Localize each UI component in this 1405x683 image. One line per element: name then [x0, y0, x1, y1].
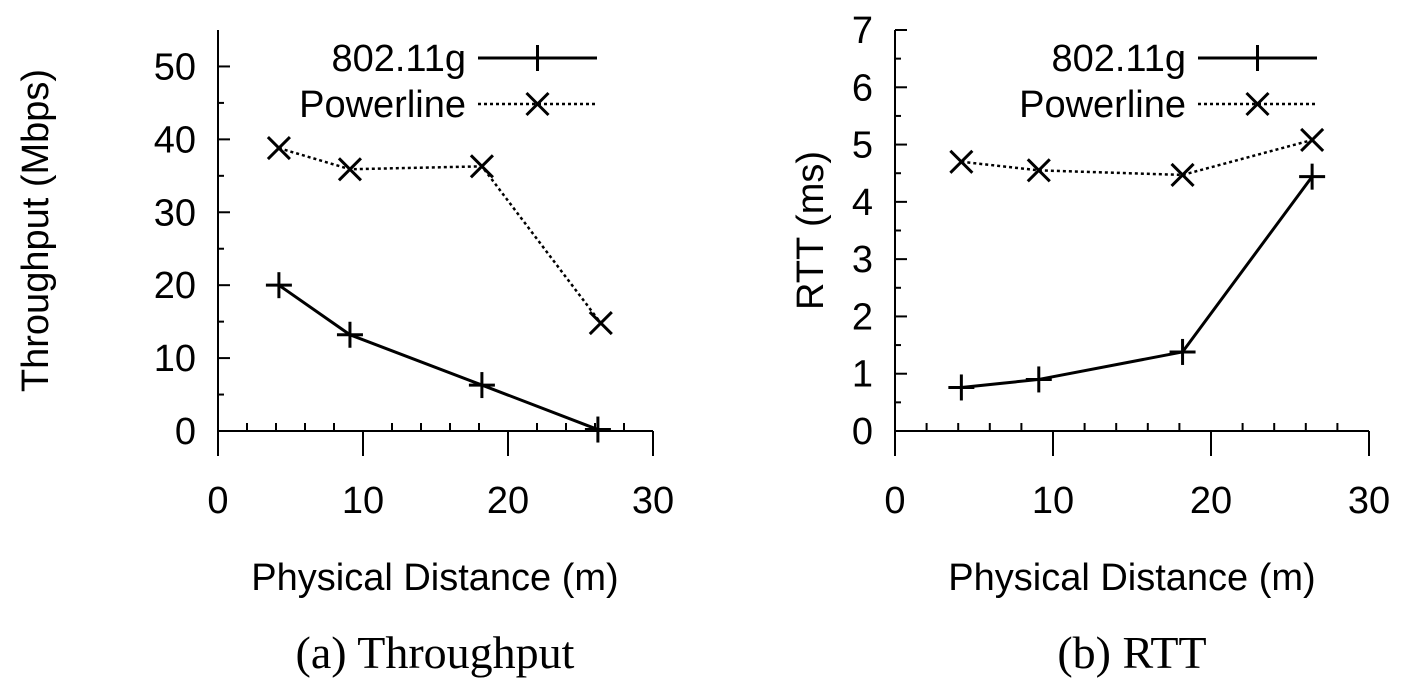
y-tick-label: 1	[852, 354, 873, 396]
y-tick-label: 0	[852, 411, 873, 453]
x-tick-label: 30	[632, 480, 674, 522]
x-axis-label: Physical Distance (m)	[251, 557, 618, 599]
y-tick-label: 2	[852, 296, 873, 338]
y-tick-label: 50	[154, 46, 196, 88]
series-powerline	[949, 127, 1325, 187]
x-tick-label: 20	[1190, 480, 1232, 522]
x-axis-label: Physical Distance (m)	[948, 557, 1315, 599]
y-tick-label: 3	[852, 239, 873, 281]
x-tick-label: 30	[1348, 480, 1390, 522]
legend-marker-d2	[525, 91, 550, 117]
data-point-d2	[266, 136, 291, 161]
y-tick-label: 30	[154, 192, 196, 234]
y-tick-label: 4	[852, 182, 873, 224]
y-tick-label: 6	[852, 67, 873, 109]
data-point-d2	[1026, 158, 1051, 183]
data-point-d2	[588, 311, 613, 336]
data-point-d2	[1170, 162, 1195, 187]
data-point-d2	[1300, 127, 1325, 153]
x-tick-label: 0	[884, 480, 905, 522]
legend-label: 802.11g	[1051, 38, 1186, 80]
y-tick-label: 40	[154, 119, 196, 161]
chart-panel-2: 0 1 2 3 4 5 6 7 0 10 20 30 Physical Distance (m) RTT …	[790, 10, 1390, 678]
y-tick-label: 0	[175, 411, 196, 453]
legend-label: Powerline	[299, 84, 466, 126]
data-point-d2	[337, 157, 363, 182]
y-tick-label: 20	[154, 265, 196, 307]
y-axis-label: Throughput (Mbps)	[15, 69, 57, 392]
series-802-11g	[265, 272, 611, 443]
y-tick-label: 7	[852, 10, 873, 52]
chart-panel-1: 0 10 20 30 40 50 0 10 20 30 Physical Distance (m) T…	[15, 30, 674, 678]
data-point-d2	[469, 154, 494, 179]
series-powerline	[266, 136, 613, 336]
x-tick-label: 10	[342, 480, 384, 522]
y-tick-label: 10	[154, 338, 196, 380]
legend-label: 802.11g	[331, 38, 466, 80]
x-tick-label: 0	[207, 480, 228, 522]
series-line	[961, 175, 1314, 389]
data-point-d2	[949, 149, 974, 174]
y-tick-label: 5	[852, 125, 873, 167]
x-tick-label: 20	[487, 480, 529, 522]
legend-marker-d2	[1245, 91, 1270, 117]
panel-caption: (b) RTT	[1057, 627, 1206, 678]
panel-caption: (a) Throughput	[296, 627, 575, 678]
series-line	[278, 283, 599, 431]
series-line	[278, 146, 602, 324]
y-axis-label: RTT (ms)	[790, 151, 832, 310]
legend-label: Powerline	[1019, 84, 1186, 126]
x-tick-label: 10	[1032, 480, 1074, 522]
series-802-11g	[948, 163, 1326, 401]
series-line	[961, 138, 1313, 177]
